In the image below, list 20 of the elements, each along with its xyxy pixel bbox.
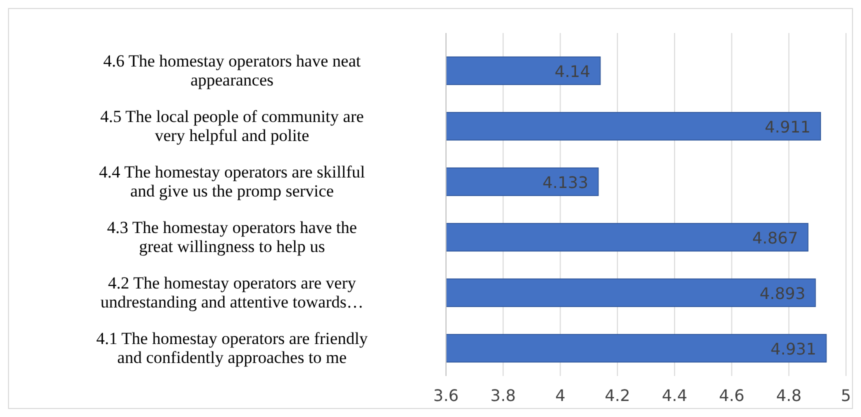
data-label: 4.867 <box>752 228 798 248</box>
x-tick-label: 5 <box>840 386 852 405</box>
data-label: 4.14 <box>554 62 590 81</box>
data-label: 4.931 <box>770 339 816 358</box>
data-label: 4.911 <box>764 117 811 136</box>
y-tick-label: 4.5 The local people of community are very helpful and polite <box>100 106 364 145</box>
x-tick-label: 4.8 <box>776 386 802 405</box>
x-tick-label: 3.6 <box>433 386 459 405</box>
x-tick-label: 4.6 <box>718 386 744 405</box>
data-label: 4.893 <box>760 284 806 303</box>
x-tick-label: 4.2 <box>604 386 630 405</box>
y-tick-label: 4.6 The homestay operators have neat appearances <box>103 51 361 90</box>
y-tick-label: 4.2 The homestay operators are very undrestanding and attentive towards… <box>100 273 364 312</box>
x-tick-label: 4.4 <box>662 386 688 405</box>
x-tick-label: 3.8 <box>490 386 516 405</box>
y-tick-label: 4.3 The homestay operators have the great willingness to help us <box>107 218 357 256</box>
data-label: 4.133 <box>542 172 588 192</box>
y-tick-label: 4.4 The homestay operators are skillful and give us the promp service <box>99 162 366 200</box>
y-tick-label: 4.1 The homestay operators are friendly and confidently approaches to me <box>96 328 368 367</box>
x-tick-label: 4 <box>555 386 566 405</box>
